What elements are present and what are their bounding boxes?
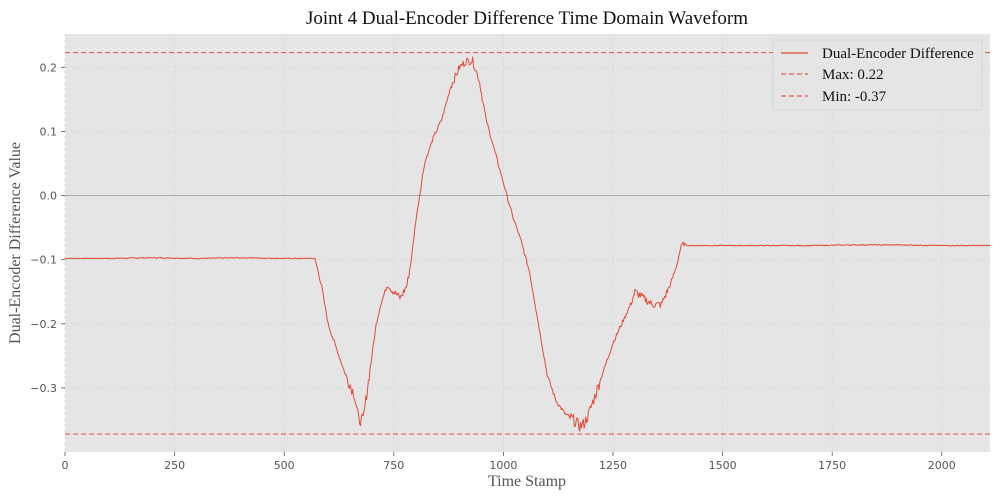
legend-label-series: Dual-Encoder Difference [822, 46, 974, 62]
y-tick-label: 0.1 [40, 125, 58, 138]
y-tick-label: −0.2 [30, 318, 57, 331]
y-tick-label: 0.0 [40, 190, 58, 203]
y-tick-label: −0.3 [30, 382, 57, 395]
legend: Dual-Encoder Difference Max: 0.22 Min: -… [772, 39, 983, 111]
y-tick-label: 0.2 [40, 61, 58, 74]
x-tick-label: 2000 [928, 459, 956, 472]
x-ticks: 0 250 500 750 1000 1250 1500 1750 2000 [62, 452, 956, 472]
x-tick-label: 500 [274, 459, 295, 472]
y-tick-label: −0.1 [30, 254, 57, 267]
x-tick-label: 0 [62, 459, 69, 472]
x-tick-label: 1500 [709, 459, 737, 472]
legend-box [772, 39, 983, 111]
x-axis-label: Time Stamp [488, 473, 566, 490]
y-axis-label: Dual-Encoder Difference Value [7, 142, 24, 344]
x-tick-label: 1000 [489, 459, 517, 472]
chart-title: Joint 4 Dual-Encoder Difference Time Dom… [306, 8, 748, 29]
y-ticks: −0.3 −0.2 −0.1 0.0 0.1 0.2 [30, 61, 65, 395]
x-tick-label: 1750 [818, 459, 846, 472]
series-line [64, 56, 991, 432]
series [64, 56, 991, 432]
x-tick-label: 250 [164, 459, 185, 472]
legend-label-min: Min: -0.37 [822, 89, 887, 105]
legend-label-max: Max: 0.22 [822, 67, 884, 83]
x-tick-label: 750 [383, 459, 404, 472]
x-tick-label: 1250 [599, 459, 627, 472]
